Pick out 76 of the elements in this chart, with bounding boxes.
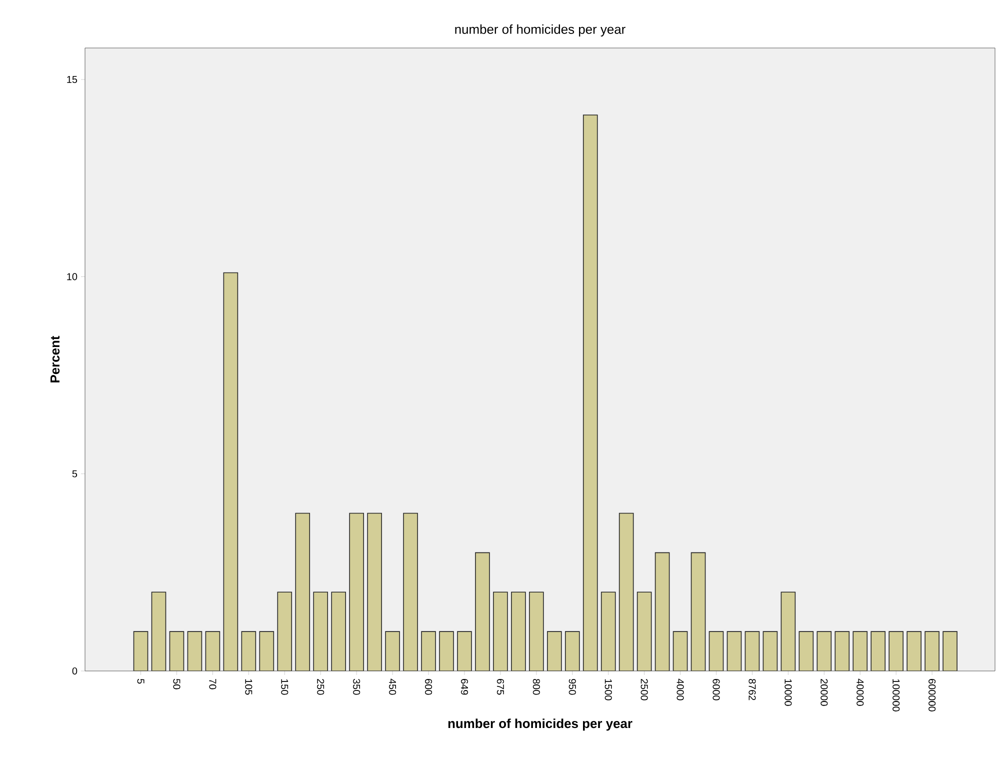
bar [187,631,202,671]
x-tick-label: 450 [389,678,396,695]
bar [852,631,868,671]
bar [942,631,958,671]
bar [798,631,814,671]
bar [780,592,796,671]
x-axis-title: number of homicides per year [448,718,632,731]
x-tick-label: 8762 [748,678,756,700]
bar [564,631,580,671]
bar [672,631,688,671]
bar [223,272,238,671]
bar [529,592,544,671]
x-tick-label: 950 [568,678,576,695]
x-tick-label: 50 [173,678,180,690]
bar [277,592,292,671]
bar [924,631,940,671]
bar [636,592,652,671]
bar [241,631,256,671]
y-axis-title: Percent [50,336,60,382]
bar [744,631,760,671]
x-tick-label: 4000 [676,678,684,700]
chart-title: number of homicides per year [455,24,626,36]
bar [331,592,346,671]
bar [726,631,742,671]
bar [169,631,184,671]
x-tick-label: 2500 [640,679,648,700]
x-tick-label: 649 [460,679,468,695]
bar [205,631,220,671]
x-tick-label: 10000 [784,679,792,706]
bar [690,552,706,671]
bar [762,631,778,671]
bar [654,552,670,671]
x-tick-label: 6000 [712,679,720,700]
bar [403,512,418,671]
bar [870,631,886,671]
x-tick-label: 105 [245,679,252,695]
bar [385,631,400,671]
x-tick-label: 70 [209,679,216,690]
bar [313,592,328,671]
x-tick-label: 350 [353,678,360,695]
bar [888,631,904,671]
x-tick-label: 675 [496,679,504,695]
bar [151,592,166,671]
x-tick-label: 250 [317,679,324,695]
y-tick-label: 0 [72,667,78,675]
bar [457,631,472,671]
y-tick-label: 10 [67,273,78,280]
bar [475,552,490,671]
bar [618,512,634,671]
bar [367,512,382,671]
y-tick-label: 15 [67,76,78,83]
bar [259,631,274,671]
y-tick-label: 5 [72,470,78,478]
bar [134,632,148,671]
bar [708,631,724,671]
x-tick-label: 600000 [928,679,936,712]
bar [582,114,598,671]
x-tick-label: 600 [424,679,432,695]
bar [439,631,454,671]
x-tick-label: 800 [532,678,540,695]
bar [906,631,922,671]
x-tick-label: 5 [137,678,144,684]
x-tick-label: 40000 [856,678,864,706]
bar [349,512,364,671]
x-tick-label: 20000 [820,679,828,706]
bar [834,631,850,671]
bar [295,512,310,671]
bar [600,592,616,671]
x-tick-label: 100000 [892,679,900,712]
x-tick-label: 150 [281,679,288,695]
bar [511,592,526,671]
bar [816,631,832,671]
x-tick-label: 1500 [604,679,612,700]
bar [493,592,508,671]
bar [547,631,562,671]
bar [421,631,436,671]
